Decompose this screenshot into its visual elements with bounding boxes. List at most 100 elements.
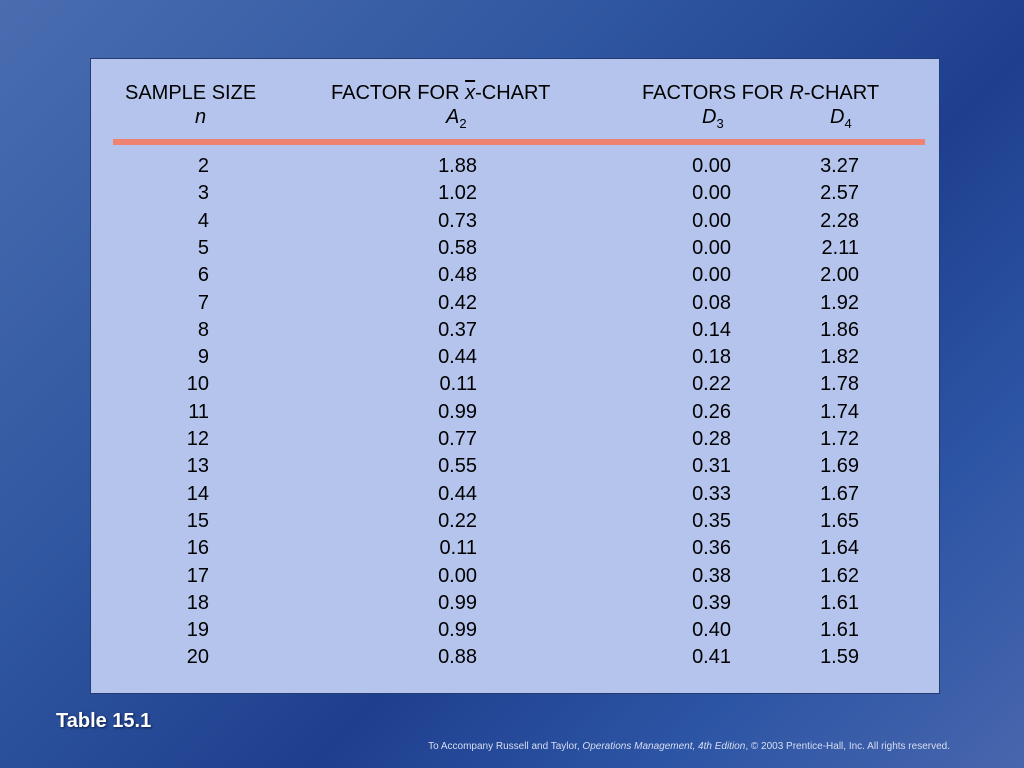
- table-row: 4 0.73 0.00 2.28: [91, 208, 939, 235]
- cell-sample-size: 15: [186, 509, 209, 532]
- table-row: 14 0.44 0.33 1.67: [91, 481, 939, 508]
- cell-d3: 0.08: [692, 291, 731, 314]
- cell-d3: 0.00: [692, 236, 731, 259]
- header-a2: A2: [446, 105, 467, 131]
- cell-d4: 1.65: [820, 509, 859, 532]
- header-n: n: [195, 106, 207, 128]
- cell-a2: 0.00: [438, 564, 477, 587]
- header-sample-size: SAMPLE SIZE: [125, 82, 257, 104]
- cell-sample-size: 6: [197, 264, 209, 287]
- cell-sample-size: 11: [188, 400, 209, 423]
- cell-d3: 0.00: [692, 182, 731, 205]
- x-bar-symbol: x: [465, 82, 476, 104]
- cell-d4: 3.27: [820, 155, 859, 177]
- table-panel: SAMPLE SIZE n FACTOR FOR x-CHART A2 FACT…: [90, 58, 940, 694]
- table-row: 7 0.42 0.08 1.92: [91, 290, 939, 317]
- cell-d3: 0.41: [692, 646, 731, 669]
- table-row: 5 0.58 0.00 2.11: [91, 235, 939, 262]
- table-row: 3 1.02 0.00 2.57: [91, 180, 939, 207]
- cell-d4: 1.64: [820, 537, 859, 560]
- cell-d4: 1.61: [820, 619, 859, 642]
- cell-d3: 0.33: [692, 482, 731, 505]
- cell-sample-size: 14: [186, 482, 209, 505]
- copyright-footer: To Accompany Russell and Taylor, Operati…: [428, 741, 950, 752]
- cell-sample-size: 10: [186, 373, 209, 396]
- table-row: 18 0.99 0.39 1.61: [91, 590, 939, 617]
- cell-d3: 0.31: [692, 455, 731, 478]
- cell-d4: 1.78: [820, 373, 859, 396]
- cell-d4: 1.82: [820, 346, 859, 369]
- table-row: 6 0.48 0.00 2.00: [91, 262, 939, 289]
- cell-d3: 0.14: [692, 318, 731, 341]
- cell-a2: 0.99: [438, 591, 477, 614]
- cell-a2: 0.99: [438, 619, 477, 642]
- cell-d4: 1.69: [820, 455, 859, 478]
- cell-a2: 0.37: [438, 318, 477, 341]
- cell-d3: 0.28: [692, 428, 731, 450]
- cell-a2: 0.58: [438, 236, 477, 259]
- cell-sample-size: 18: [186, 591, 209, 614]
- cell-sample-size: 7: [197, 291, 209, 314]
- cell-d4: 1.86: [820, 318, 859, 341]
- d3-letter: D: [702, 106, 717, 128]
- table-row: 12 0.77 0.28 1.72: [91, 426, 939, 453]
- cell-d3: 0.00: [692, 209, 731, 232]
- cell-sample-size: 2: [197, 155, 209, 177]
- table-row: 13 0.55 0.31 1.69: [91, 453, 939, 480]
- cell-sample-size: 8: [197, 318, 209, 341]
- table-row: 16 0.11 0.36 1.64: [91, 535, 939, 562]
- r-symbol: R: [789, 82, 804, 104]
- footer-suffix: , © 2003 Prentice-Hall, Inc. All rights …: [745, 741, 950, 752]
- cell-d3: 0.35: [692, 509, 731, 532]
- cell-d3: 0.26: [692, 400, 731, 423]
- header-d4: D4: [830, 105, 852, 131]
- cell-d4: 1.59: [820, 646, 859, 669]
- cell-a2: 0.88: [438, 646, 477, 669]
- header-rchart: FACTORS FOR R-CHART: [642, 81, 879, 105]
- cell-a2: 1.88: [438, 155, 477, 177]
- cell-a2: 0.42: [438, 291, 477, 314]
- cell-a2: 0.44: [438, 482, 477, 505]
- cell-a2: 0.73: [438, 209, 477, 232]
- cell-sample-size: 4: [197, 209, 209, 232]
- cell-d4: 1.72: [820, 428, 859, 450]
- table-row: 2 1.88 0.00 3.27: [91, 153, 939, 180]
- cell-sample-size: 20: [186, 646, 209, 669]
- cell-a2: 0.99: [438, 400, 477, 423]
- cell-d3: 0.38: [692, 564, 731, 587]
- cell-a2: 0.22: [438, 509, 477, 532]
- cell-d3: 0.00: [692, 264, 731, 287]
- cell-d3: 0.18: [692, 346, 731, 369]
- header-rchart-prefix: FACTORS FOR: [642, 82, 790, 104]
- table-row: 11 0.99 0.26 1.74: [91, 399, 939, 426]
- cell-sample-size: 9: [197, 346, 209, 369]
- cell-a2: 0.48: [438, 264, 477, 287]
- table-row: 20 0.88 0.41 1.59: [91, 644, 939, 671]
- cell-sample-size: 19: [186, 619, 209, 642]
- cell-d4: 2.28: [820, 209, 859, 232]
- a2-subscript: 2: [459, 116, 467, 131]
- a2-letter: A: [446, 106, 460, 128]
- cell-sample-size: 12: [186, 428, 209, 450]
- cell-a2: 0.11: [439, 537, 477, 560]
- cell-a2: 0.44: [438, 346, 477, 369]
- cell-d4: 1.92: [820, 291, 859, 314]
- cell-d4: 2.00: [820, 264, 859, 287]
- header-divider: [113, 139, 925, 145]
- cell-d4: 1.61: [820, 591, 859, 614]
- cell-a2: 1.02: [438, 182, 477, 205]
- footer-prefix: To Accompany Russell and Taylor,: [428, 741, 583, 752]
- cell-d4: 1.74: [820, 400, 859, 423]
- header-xchart: FACTOR FOR x-CHART: [331, 81, 550, 105]
- cell-d4: 2.11: [821, 236, 859, 259]
- d4-letter: D: [830, 106, 845, 128]
- cell-d3: 0.36: [692, 537, 731, 560]
- footer-book-title: Operations Management, 4th Edition: [582, 741, 746, 752]
- header-xchart-suffix: -CHART: [475, 82, 551, 104]
- d3-subscript: 3: [716, 116, 724, 131]
- cell-sample-size: 16: [186, 537, 209, 560]
- cell-a2: 0.77: [438, 428, 477, 450]
- cell-d4: 1.62: [820, 564, 859, 587]
- cell-sample-size: 5: [197, 236, 209, 259]
- table-row: 15 0.22 0.35 1.65: [91, 508, 939, 535]
